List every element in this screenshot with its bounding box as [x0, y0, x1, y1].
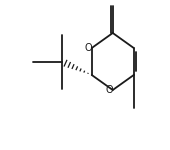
Text: O: O: [84, 43, 92, 53]
Text: O: O: [105, 85, 113, 95]
